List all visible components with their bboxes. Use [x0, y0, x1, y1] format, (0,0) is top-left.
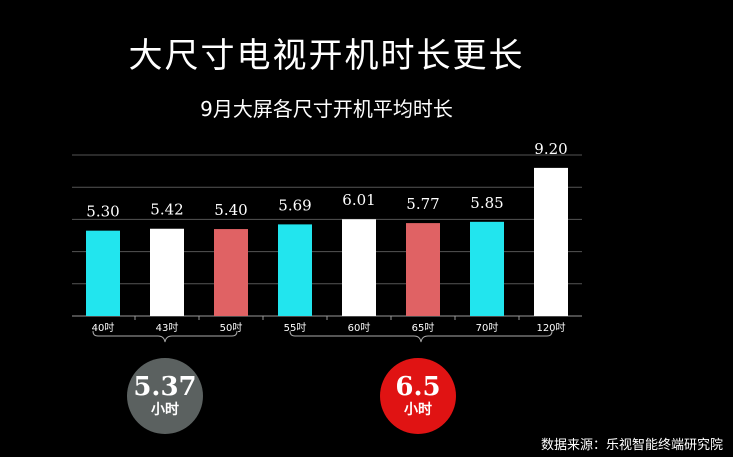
bar-value-label: 5.77 — [406, 195, 439, 213]
bar — [470, 221, 504, 316]
x-tick-label: 120吋 — [536, 322, 565, 334]
bar-value-label: 9.20 — [534, 140, 567, 158]
avg-value-small: 5.37 — [133, 372, 197, 402]
x-tick-label: 40吋 — [92, 322, 115, 334]
bar — [86, 230, 120, 316]
source-note: 数据来源：乐视智能终端研究院 — [540, 438, 723, 453]
x-tick-label: 65吋 — [412, 322, 435, 334]
avg-value-large: 6.5 — [395, 372, 441, 402]
x-tick-label: 43吋 — [156, 322, 179, 334]
avg-badge-small-sizes: 5.37 小时 — [127, 358, 203, 434]
bar — [342, 219, 376, 316]
bar-value-label: 5.30 — [86, 203, 119, 221]
avg-unit-small: 小时 — [151, 402, 179, 418]
group-bracket-small — [92, 330, 238, 343]
bar — [534, 167, 568, 316]
avg-badge-large-sizes: 6.5 小时 — [380, 358, 456, 434]
chart-title: 大尺寸电视开机时长更长 — [128, 36, 525, 76]
bar-value-label: 5.85 — [470, 194, 503, 212]
avg-unit-large: 小时 — [404, 402, 432, 418]
x-tick-label: 60吋 — [348, 322, 371, 334]
bar — [406, 223, 440, 316]
x-tick-label: 55吋 — [284, 322, 307, 334]
bar-value-label: 5.69 — [278, 196, 311, 214]
bar — [150, 228, 184, 316]
x-tick-label: 70吋 — [476, 322, 499, 334]
chart-subtitle: 9月大屏各尺寸开机平均时长 — [200, 97, 453, 121]
bar-value-label: 5.42 — [150, 201, 183, 219]
group-bracket-large — [289, 330, 553, 343]
bar — [278, 224, 312, 316]
bar — [214, 229, 248, 316]
bar-value-label: 6.01 — [342, 191, 375, 209]
bar-value-label: 5.40 — [214, 201, 247, 219]
